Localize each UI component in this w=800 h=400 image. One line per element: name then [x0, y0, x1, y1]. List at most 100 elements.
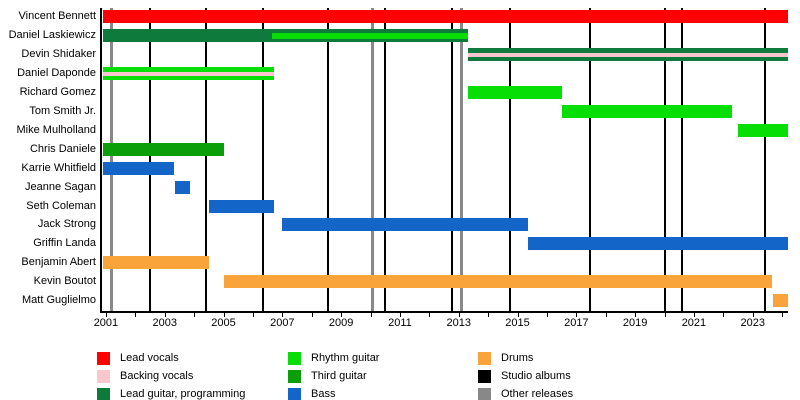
year-label: 2003: [152, 317, 177, 329]
member-label: Seth Coleman: [26, 200, 96, 212]
year-tick: [752, 313, 754, 317]
legend-swatch-backing-vocals: [97, 370, 110, 383]
studio-album-line: [450, 8, 453, 311]
member-label: Daniel Daponde: [17, 67, 96, 79]
member-label: Benjamin Abert: [21, 256, 96, 268]
legend-label: Lead guitar, programming: [120, 388, 246, 400]
year-tick: [429, 313, 431, 317]
role-bar-bass: [175, 181, 190, 194]
member-label: Tom Smith Jr.: [29, 105, 96, 117]
year-label: 2005: [211, 317, 236, 329]
studio-album-line: [262, 8, 265, 311]
legend-swatch-lead-vocals: [97, 352, 110, 365]
year-label: 2019: [622, 317, 648, 329]
member-label: Chris Daniele: [29, 143, 96, 155]
legend-label: Third guitar: [311, 370, 367, 382]
year-tick: [311, 313, 313, 317]
year-tick: [693, 313, 695, 317]
year-tick: [576, 313, 578, 317]
member-label: Mike Mulholland: [16, 124, 96, 136]
member-label: Karrie Whitfield: [21, 162, 96, 174]
other-release-line: [460, 8, 464, 311]
other-release-line: [370, 8, 374, 311]
year-label: 2007: [270, 317, 295, 329]
member-label: Jeanne Sagan: [25, 181, 96, 193]
legend-swatch-bass: [288, 388, 301, 400]
year-label: 2015: [505, 317, 530, 329]
member-label: Daniel Laskiewicz: [8, 29, 96, 41]
year-tick: [135, 313, 137, 317]
studio-album-line: [384, 8, 387, 311]
year-tick: [370, 313, 372, 317]
year-tick: [723, 313, 725, 317]
year-tick: [282, 313, 284, 317]
member-label: Kevin Boutot: [33, 275, 96, 287]
role-bar-lead-vocals: [103, 10, 789, 23]
legend-label: Rhythm guitar: [311, 352, 380, 364]
member-label: Griffin Landa: [33, 237, 96, 249]
year-tick: [517, 313, 519, 317]
studio-album-line: [663, 8, 666, 311]
role-bar-third-guitar: [103, 143, 224, 156]
year-tick: [223, 313, 225, 317]
year-tick: [164, 313, 166, 317]
role-stripe-rhythm-guitar: [272, 32, 468, 39]
year-tick: [488, 313, 490, 317]
other-release-line: [110, 8, 114, 311]
role-bar-bass: [103, 162, 174, 175]
studio-album-line: [763, 8, 766, 311]
legend-label: Bass: [311, 388, 336, 400]
legend-swatch-studio-albums: [478, 370, 491, 383]
studio-album-line: [204, 8, 207, 311]
x-axis-line: [100, 311, 788, 313]
year-tick: [605, 313, 607, 317]
role-bar-rhythm-guitar: [738, 124, 788, 137]
year-label: 2017: [564, 317, 589, 329]
role-bar-bass: [527, 237, 789, 250]
year-tick: [105, 313, 107, 317]
legend-label: Lead vocals: [120, 352, 179, 364]
member-label: Richard Gomez: [19, 86, 96, 98]
legend-swatch-other-releases: [478, 388, 491, 400]
year-tick: [194, 313, 196, 317]
legend-label: Studio albums: [501, 370, 571, 382]
year-label: 2009: [328, 317, 354, 329]
role-bar-bass: [282, 218, 528, 231]
role-bar-drums: [103, 256, 209, 269]
role-bar-drums: [223, 275, 772, 288]
year-tick: [546, 313, 548, 317]
role-stripe-backing-vocals: [103, 71, 274, 76]
legend-label: Backing vocals: [120, 370, 194, 382]
member-label: Jack Strong: [37, 218, 96, 230]
year-tick: [458, 313, 460, 317]
role-stripe-backing-vocals: [467, 52, 788, 57]
year-label: 2013: [446, 317, 471, 329]
role-bar-drums: [773, 294, 788, 307]
year-tick: [635, 313, 637, 317]
year-tick: [782, 313, 784, 317]
year-label: 2001: [93, 317, 119, 329]
member-label: Devin Shidaker: [21, 48, 96, 60]
legend-label: Other releases: [501, 388, 574, 400]
studio-album-line: [326, 8, 329, 311]
role-bar-bass: [208, 200, 274, 213]
legend-label: Drums: [501, 352, 534, 364]
year-label: 2023: [740, 317, 765, 329]
legend-swatch-rhythm-guitar: [288, 352, 301, 365]
member-label: Matt Guglielmo: [22, 294, 96, 306]
year-tick: [252, 313, 254, 317]
year-label: 2011: [388, 317, 412, 329]
studio-album-line: [681, 8, 684, 311]
role-bar-rhythm-guitar: [561, 105, 733, 118]
legend-swatch-third-guitar: [288, 370, 301, 383]
role-bar-rhythm-guitar: [467, 86, 562, 99]
legend-swatch-drums: [478, 352, 491, 365]
year-tick: [664, 313, 666, 317]
studio-album-line: [149, 8, 152, 311]
member-label: Vincent Bennett: [18, 10, 96, 22]
studio-album-line: [588, 8, 591, 311]
year-label: 2021: [681, 317, 707, 329]
studio-album-line: [508, 8, 511, 311]
legend-swatch-lead-guitar: [97, 388, 110, 400]
